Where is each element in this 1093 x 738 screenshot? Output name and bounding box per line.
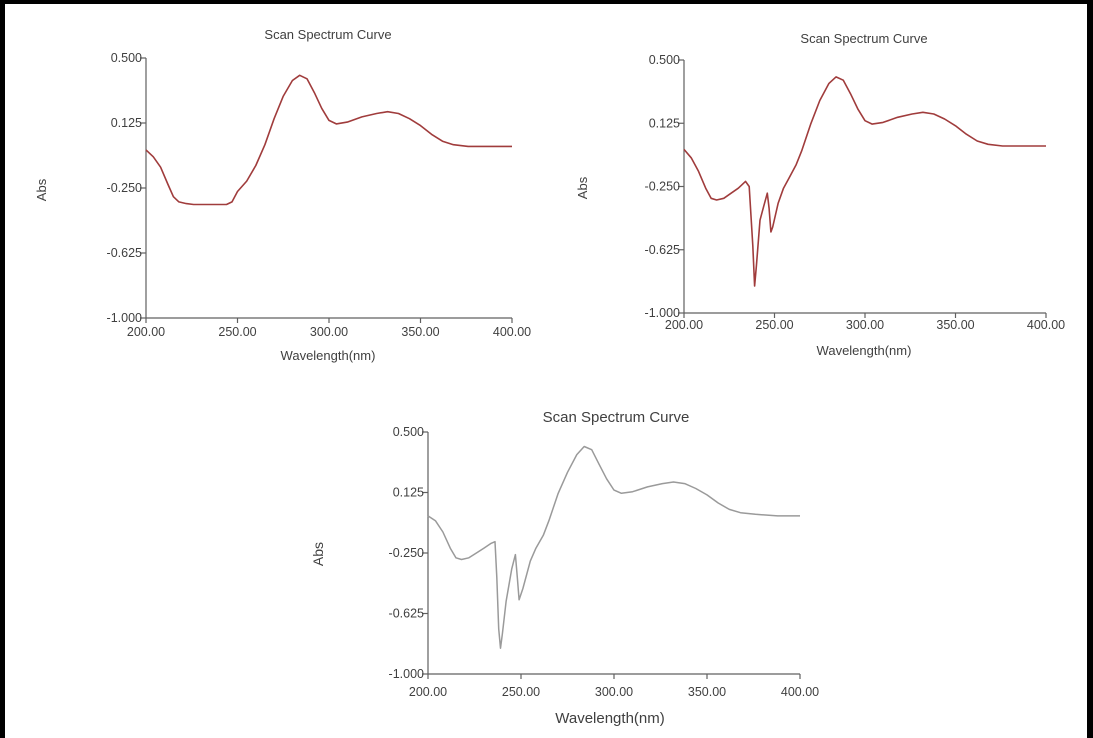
y-tick-label: -0.250 — [389, 546, 424, 560]
x-tick-label: 400.00 — [1027, 318, 1065, 332]
y-tick-label: -0.625 — [645, 243, 680, 257]
y-axis-title: Abs — [310, 542, 326, 566]
y-tick-label: -1.000 — [389, 667, 424, 681]
x-tick-label: 200.00 — [409, 685, 447, 699]
y-tick-label: 0.125 — [393, 486, 424, 500]
x-tick-label: 250.00 — [502, 685, 540, 699]
y-tick-label: -0.625 — [107, 246, 142, 260]
x-tick-label: 400.00 — [493, 325, 531, 339]
x-axis-title: Wavelength(nm) — [555, 710, 664, 727]
chart-title: Scan Spectrum Curve — [543, 409, 690, 426]
y-tick-label: 0.125 — [111, 116, 142, 130]
x-tick-label: 250.00 — [755, 318, 793, 332]
spectrum-series-line — [427, 445, 800, 649]
x-tick-label: 200.00 — [665, 318, 703, 332]
chart-title: Scan Spectrum Curve — [800, 31, 927, 46]
y-tick-label: -0.250 — [645, 180, 680, 194]
y-tick-label: -0.250 — [107, 181, 142, 195]
y-tick-label: 0.500 — [393, 425, 424, 439]
x-axis-title: Wavelength(nm) — [281, 348, 376, 363]
y-tick-label: -1.000 — [645, 306, 680, 320]
y-tick-label: 0.125 — [649, 116, 680, 130]
x-tick-label: 200.00 — [127, 325, 165, 339]
x-tick-label: 250.00 — [218, 325, 256, 339]
spectrum-series-line — [145, 74, 512, 206]
y-axis-title: Abs — [575, 176, 590, 199]
chart-title: Scan Spectrum Curve — [264, 27, 391, 42]
y-tick-label: -0.625 — [389, 607, 424, 621]
x-tick-label: 400.00 — [781, 685, 819, 699]
x-tick-label: 300.00 — [310, 325, 348, 339]
y-tick-label: -1.000 — [107, 311, 142, 325]
x-tick-label: 350.00 — [936, 318, 974, 332]
x-tick-label: 300.00 — [846, 318, 884, 332]
tick-group: 0.500 0.125 -0.250 -0.625 -1.000 200.00 250.00… — [389, 425, 820, 699]
y-tick-label: 0.500 — [111, 51, 142, 65]
x-tick-label: 350.00 — [688, 685, 726, 699]
spectrum-series-line — [683, 76, 1046, 287]
y-axis-title: Abs — [34, 178, 49, 201]
y-tick-label: 0.500 — [649, 53, 680, 67]
x-axis-title: Wavelength(nm) — [817, 343, 912, 358]
x-tick-label: 300.00 — [595, 685, 633, 699]
x-tick-label: 350.00 — [401, 325, 439, 339]
